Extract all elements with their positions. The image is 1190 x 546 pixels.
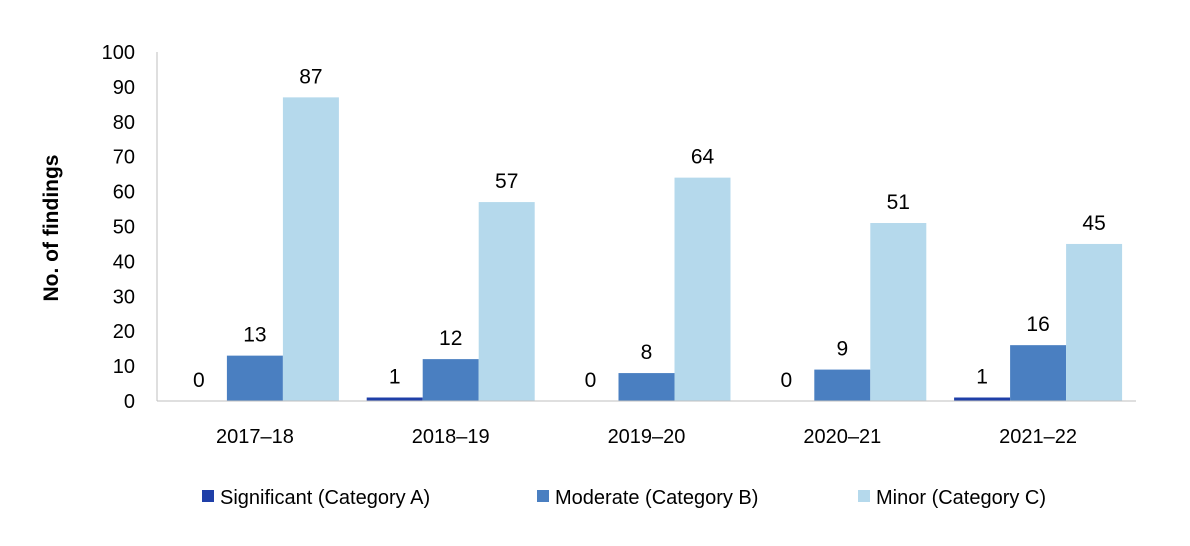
y-axis-ticks: 0 10 20 30 40 50 60 70 80 90 100 (102, 42, 135, 413)
x-tick-label: 2018–19 (412, 426, 490, 448)
bar-2-5 (1010, 345, 1067, 401)
data-label: 13 (243, 324, 266, 347)
data-label: 16 (1026, 313, 1049, 336)
data-label: 45 (1082, 212, 1105, 235)
y-tick-label: 20 (113, 321, 135, 343)
y-tick-label: 80 (113, 112, 135, 134)
data-label: 51 (887, 191, 910, 214)
y-tick-label: 10 (113, 356, 135, 378)
data-label: 1 (976, 366, 988, 389)
data-label: 57 (495, 170, 518, 193)
data-label: 0 (585, 369, 597, 392)
y-tick-label: 70 (113, 147, 135, 169)
y-tick-label: 40 (113, 251, 135, 273)
y-tick-label: 0 (124, 391, 135, 413)
data-label: 87 (299, 65, 322, 88)
y-tick-label: 30 (113, 286, 135, 308)
data-labels: 0 13 87 1 12 57 0 8 64 0 9 51 1 16 45 (193, 65, 1106, 392)
x-axis-ticks: 2017–18 2018–19 2019–20 2020–21 2021–22 (216, 426, 1077, 448)
bar-3-1 (282, 97, 339, 402)
y-tick-label: 60 (113, 182, 135, 204)
x-tick-label: 2019–20 (608, 426, 686, 448)
data-label: 12 (439, 327, 462, 350)
data-label: 1 (389, 366, 401, 389)
data-label: 0 (780, 369, 792, 392)
legend-label: Moderate (Category B) (555, 487, 758, 509)
x-tick-label: 2020–21 (803, 426, 881, 448)
bar-3-4 (870, 223, 927, 401)
legend-swatch (202, 490, 214, 502)
bar-3-2 (478, 202, 535, 401)
legend-label: Minor (Category C) (876, 487, 1046, 509)
legend-swatch (537, 490, 549, 502)
data-label: 64 (691, 146, 715, 169)
bars (226, 97, 1123, 402)
legend: Significant (Category A) Moderate (Catego… (202, 487, 1046, 509)
bar-3-3 (674, 177, 731, 401)
y-tick-label: 100 (102, 42, 135, 64)
bar-1-5 (954, 397, 1011, 401)
y-tick-label: 50 (113, 217, 135, 239)
bar-1-2 (366, 397, 423, 401)
bar-2-1 (226, 355, 283, 401)
data-label: 0 (193, 369, 205, 392)
bar-2-3 (618, 373, 675, 401)
data-label: 9 (836, 338, 848, 361)
legend-label: Significant (Category A) (220, 487, 430, 509)
bar-2-4 (814, 369, 871, 401)
y-axis-label: No. of findings (40, 155, 63, 302)
x-tick-label: 2017–18 (216, 426, 294, 448)
bar-2-2 (422, 359, 479, 401)
bar-3-5 (1066, 243, 1123, 401)
data-label: 8 (641, 341, 653, 364)
x-tick-label: 2021–22 (999, 426, 1077, 448)
y-tick-label: 90 (113, 77, 135, 99)
legend-swatch (858, 490, 870, 502)
